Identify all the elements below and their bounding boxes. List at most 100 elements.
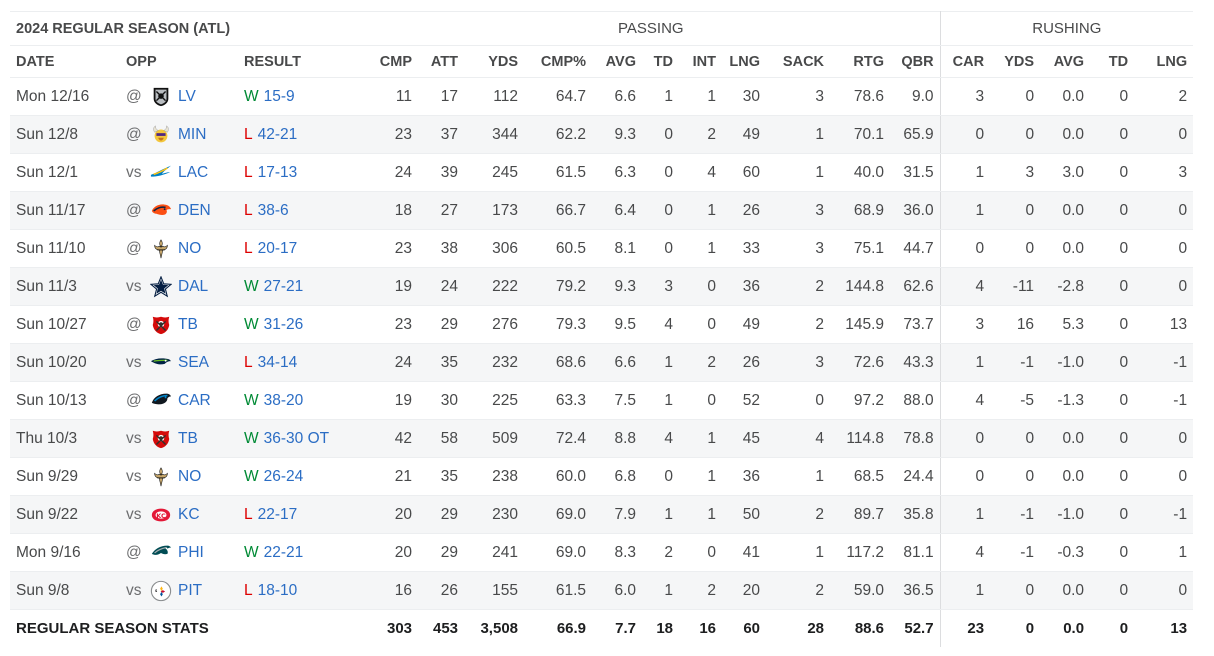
stat-cmp-pct: 69.0 <box>524 533 593 572</box>
game-result: L 17-13 <box>238 153 363 192</box>
stat-int: 0 <box>679 381 723 420</box>
stat-td: 0 <box>642 191 680 230</box>
stat-rush-lng: 0 <box>1134 419 1194 458</box>
stat-rush-lng: 13 <box>1134 305 1194 344</box>
result-score-link[interactable]: 31-26 <box>263 315 304 333</box>
result-score-link[interactable]: 15-9 <box>263 87 295 105</box>
result-score-link[interactable]: 22-21 <box>263 543 304 561</box>
result-score-link[interactable]: 34-14 <box>257 353 298 371</box>
result-score-link[interactable]: 26-24 <box>263 467 304 485</box>
stat-int: 0 <box>679 305 723 344</box>
opponent-link[interactable]: SEA <box>178 353 210 371</box>
opponent-link[interactable]: NO <box>178 467 202 485</box>
table-row: Mon 12/16 @ LV W 15-9 11 17 112 64.7 6.6 1 1 30 3 78.6… <box>10 77 1194 116</box>
col-rush-avg: AVG <box>1040 45 1091 78</box>
stat-lng: 20 <box>722 571 767 610</box>
result-score-link[interactable]: 17-13 <box>257 163 298 181</box>
buccaneers-logo-icon[interactable] <box>150 314 172 336</box>
buccaneers-logo-icon[interactable] <box>150 428 172 450</box>
opponent-link[interactable]: KC <box>178 505 200 523</box>
result-win-loss: W <box>244 543 259 561</box>
result-score-link[interactable]: 22-17 <box>257 505 298 523</box>
col-cmp: CMP <box>362 45 419 78</box>
stat-rush-lng: 0 <box>1134 229 1194 268</box>
stat-cmp: 24 <box>362 153 419 192</box>
home-away-indicator: @ <box>126 391 142 409</box>
stat-int: 1 <box>679 191 723 230</box>
stat-rush-td: 0 <box>1090 77 1135 116</box>
chargers-logo-icon[interactable] <box>150 162 172 184</box>
vikings-logo-icon[interactable] <box>150 124 172 146</box>
stat-att: 35 <box>418 343 465 382</box>
stat-rush-td: 0 <box>1090 153 1135 192</box>
raiders-logo-icon[interactable] <box>150 86 172 108</box>
opponent-link[interactable]: LV <box>178 87 196 105</box>
result-score-link[interactable]: 20-17 <box>257 239 298 257</box>
stat-cmp: 11 <box>362 77 419 116</box>
panthers-logo-icon[interactable] <box>150 390 172 412</box>
opponent-link[interactable]: DAL <box>178 277 209 295</box>
opponent-link[interactable]: NO <box>178 239 202 257</box>
stat-rush-yds: -1 <box>990 533 1041 572</box>
stat-att: 17 <box>418 77 465 116</box>
result-score-link[interactable]: 38-6 <box>257 201 289 219</box>
passing-group-label: PASSING <box>362 11 941 46</box>
stat-sack: 0 <box>766 381 831 420</box>
stat-avg: 6.6 <box>592 77 643 116</box>
result-score-link[interactable]: 38-20 <box>263 391 304 409</box>
opponent-link[interactable]: PHI <box>178 543 204 561</box>
table-row: Sun 11/3 vs DAL W 27-21 19 24 222 79.2 9.3 3 0 36 2 14… <box>10 267 1194 306</box>
game-result: L 38-6 <box>238 191 363 230</box>
total-rush-lng: 13 <box>1170 620 1188 637</box>
stat-yds: 245 <box>464 153 525 192</box>
opponent-link[interactable]: DEN <box>178 201 211 219</box>
result-win-loss: W <box>244 277 259 295</box>
stat-qbr: 36.5 <box>890 571 941 610</box>
opponent-link[interactable]: TB <box>178 429 198 447</box>
result-score-link[interactable]: 27-21 <box>263 277 304 295</box>
stat-rush-lng: 0 <box>1134 267 1194 306</box>
stat-att: 39 <box>418 153 465 192</box>
stat-td: 3 <box>642 267 680 306</box>
stat-rush-td: 0 <box>1090 229 1135 268</box>
result-score-link[interactable]: 42-21 <box>257 125 298 143</box>
game-result: W 15-9 <box>238 77 363 116</box>
game-opponent: @ NO <box>120 229 238 268</box>
game-opponent: vs SEA <box>120 343 238 382</box>
result-score-link[interactable]: 18-10 <box>257 581 298 599</box>
col-cmp-pct: CMP% <box>524 45 593 78</box>
stat-qbr: 88.0 <box>890 381 941 420</box>
total-rush-avg: 0.0 <box>1063 620 1085 637</box>
result-win-loss: L <box>244 239 253 257</box>
cowboys-logo-icon[interactable] <box>149 274 173 298</box>
game-opponent: @ DEN <box>120 191 238 230</box>
eagles-logo-icon[interactable] <box>150 542 172 564</box>
broncos-logo-icon[interactable] <box>150 200 172 222</box>
stat-sack: 2 <box>766 495 831 534</box>
stat-car: 1 <box>940 571 991 610</box>
result-win-loss: L <box>244 353 253 371</box>
opponent-link[interactable]: LAC <box>178 163 209 181</box>
opponent-link[interactable]: MIN <box>178 125 207 143</box>
stat-lng: 50 <box>722 495 767 534</box>
opponent-link[interactable]: PIT <box>178 581 203 599</box>
seahawks-logo-icon[interactable] <box>150 352 172 374</box>
col-opp: OPP <box>120 45 238 78</box>
table-row: Sun 10/27 @ TB W 31-26 23 29 276 79.3 9.5 4 0 49 2 145… <box>10 305 1194 344</box>
stat-car: 1 <box>940 495 991 534</box>
opponent-link[interactable]: TB <box>178 315 198 333</box>
stat-att: 26 <box>418 571 465 610</box>
stat-sack: 1 <box>766 533 831 572</box>
stat-cmp: 16 <box>362 571 419 610</box>
stat-lng: 52 <box>722 381 767 420</box>
saints-logo-icon[interactable] <box>150 466 172 488</box>
saints-logo-icon[interactable] <box>150 238 172 260</box>
steelers-logo-icon[interactable]: S <box>150 580 172 602</box>
result-score-link[interactable]: 36-30 OT <box>263 429 330 447</box>
stat-cmp: 23 <box>362 305 419 344</box>
stat-lng: 26 <box>722 343 767 382</box>
opponent-link[interactable]: CAR <box>178 391 211 409</box>
stat-att: 29 <box>418 533 465 572</box>
total-car: 23 <box>967 620 985 637</box>
chiefs-logo-icon[interactable]: KC <box>150 504 172 526</box>
